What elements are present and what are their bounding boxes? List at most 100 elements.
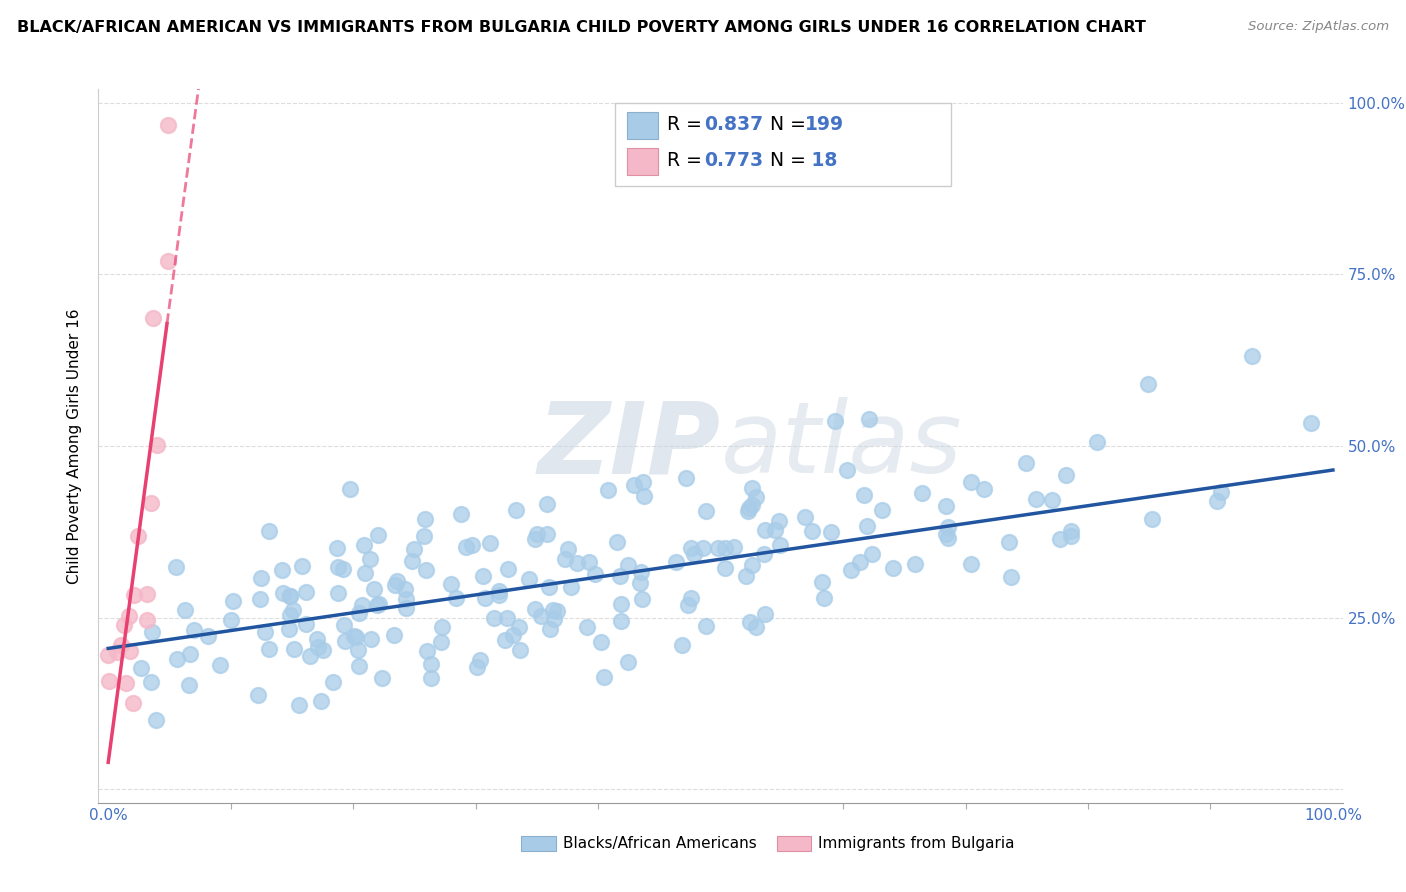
FancyBboxPatch shape (614, 103, 950, 186)
Point (583, 566, 606, 581)
Point (145, 437, 167, 451)
Point (371, 671, 394, 685)
Text: Blacks/African Americans: Blacks/African Americans (562, 836, 756, 851)
Point (416, 643, 439, 657)
Point (852, 488, 875, 502)
Point (467, 660, 489, 674)
Point (157, 254, 180, 268)
Text: 18: 18 (806, 151, 838, 170)
Point (253, 624, 276, 639)
Point (734, 568, 756, 582)
Text: R =: R = (666, 151, 709, 170)
Point (768, 514, 790, 528)
Point (332, 618, 354, 632)
Point (415, 563, 437, 577)
Point (278, 622, 301, 636)
Point (837, 463, 859, 477)
Point (347, 606, 370, 620)
Point (609, 569, 631, 583)
Point (118, 644, 141, 658)
Point (471, 568, 494, 582)
Point (307, 640, 329, 654)
Point (382, 628, 405, 642)
Point (935, 499, 957, 513)
Point (745, 490, 768, 504)
Point (257, 641, 280, 656)
Point (692, 541, 714, 555)
Point (333, 633, 356, 648)
Point (856, 519, 879, 533)
Point (679, 591, 702, 605)
Point (741, 498, 763, 512)
Point (714, 541, 737, 556)
Point (352, 599, 374, 613)
Point (488, 588, 510, 602)
Point (616, 655, 638, 669)
Point (695, 504, 717, 518)
Point (738, 615, 761, 630)
Point (675, 471, 697, 485)
Point (387, 574, 409, 589)
Point (283, 642, 305, 657)
Point (567, 556, 589, 570)
Point (524, 532, 547, 546)
Point (278, 607, 301, 622)
Point (591, 635, 613, 649)
Point (444, 591, 467, 606)
Point (1240, 349, 1263, 363)
Point (1060, 524, 1083, 539)
Point (554, 552, 576, 566)
Point (221, 613, 243, 627)
Point (479, 536, 502, 550)
Point (450, 508, 472, 522)
Point (328, 585, 350, 599)
Point (281, 603, 304, 617)
Point (328, 560, 350, 574)
Text: N =: N = (770, 151, 813, 170)
Point (98, 673, 121, 688)
Point (707, 541, 730, 556)
Point (935, 527, 957, 541)
Point (610, 597, 633, 611)
Point (110, 638, 132, 652)
Point (139, 496, 162, 510)
Point (1211, 485, 1233, 500)
Point (246, 689, 269, 703)
FancyBboxPatch shape (627, 148, 658, 175)
Point (519, 572, 541, 586)
Point (1085, 434, 1108, 449)
Point (738, 500, 761, 515)
Point (166, 652, 188, 666)
Point (1025, 492, 1047, 507)
Text: 0.773: 0.773 (704, 151, 763, 170)
Point (723, 540, 745, 554)
Point (714, 560, 737, 574)
Point (249, 592, 271, 607)
Point (1206, 494, 1229, 508)
Point (665, 555, 688, 569)
Point (197, 628, 219, 642)
Point (606, 535, 628, 549)
Point (366, 599, 388, 613)
Point (526, 526, 548, 541)
Point (347, 643, 370, 657)
Point (139, 675, 162, 690)
Point (322, 675, 344, 690)
Point (858, 412, 880, 426)
Point (536, 497, 558, 511)
Point (745, 620, 768, 634)
Point (363, 582, 385, 596)
Point (402, 541, 425, 556)
Point (538, 622, 561, 636)
Point (633, 489, 655, 503)
FancyBboxPatch shape (522, 836, 557, 851)
Point (1000, 570, 1022, 584)
Point (1040, 492, 1063, 507)
Point (671, 638, 693, 652)
Point (623, 478, 645, 492)
Point (145, 713, 167, 727)
Text: Source: ZipAtlas.com: Source: ZipAtlas.com (1249, 20, 1389, 33)
Point (1049, 532, 1071, 546)
Point (105, 644, 128, 658)
Point (508, 620, 530, 634)
